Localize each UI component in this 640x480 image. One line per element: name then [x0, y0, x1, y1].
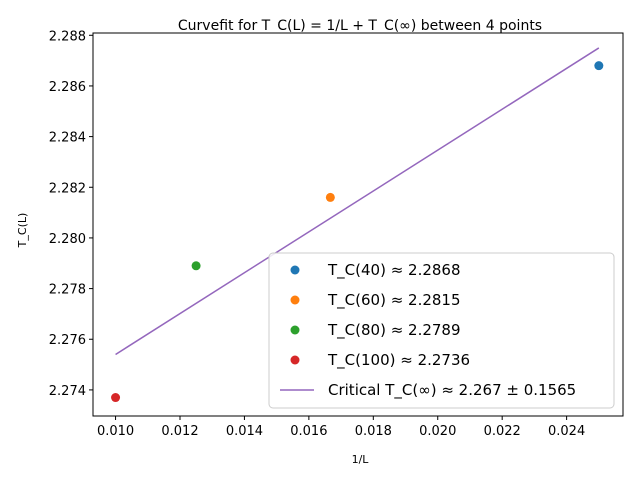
data-point: [191, 261, 201, 271]
legend-box: [268, 252, 615, 409]
x-tick-label: 0.010: [97, 424, 134, 439]
legend: T_C(40) ≈ 2.2868 T_C(60) ≈ 2.2815 T_C(80) …: [268, 252, 615, 409]
legend-point-marker: [290, 325, 300, 335]
x-tick-label: 0.016: [290, 424, 327, 439]
y-tick-label: 2.276: [49, 333, 86, 348]
y-tick-label: 2.278: [49, 283, 86, 298]
legend-entry-label: T_C(100) ≈ 2.2736: [327, 351, 470, 370]
data-point: [325, 192, 335, 202]
x-tick-label: 0.014: [226, 424, 263, 439]
chart-marks: [111, 47, 604, 403]
data-point: [594, 61, 604, 71]
y-axis-label: T_C(L): [16, 213, 29, 249]
fit-line: [115, 47, 600, 356]
plot-area: [92, 32, 624, 417]
y-tick-label: 2.274: [49, 384, 86, 399]
y-tick-label: 2.280: [49, 232, 86, 247]
legend-entry-label: T_C(60) ≈ 2.2815: [327, 291, 461, 310]
chart-title: Curvefit for T_C(L) = 1/L + T_C(∞) betwe…: [178, 18, 542, 34]
plot-frame: [92, 32, 624, 417]
x-tick-label: 0.012: [161, 424, 198, 439]
x-tick-label: 0.024: [548, 424, 585, 439]
y-tick-label: 2.284: [49, 131, 86, 146]
legend-point-marker: [290, 295, 300, 305]
x-axis-label: 1/L: [352, 453, 370, 466]
legend-entry-label: T_C(80) ≈ 2.2789: [327, 321, 461, 340]
y-tick-label: 2.288: [49, 29, 86, 44]
x-axis: 0.010 0.012 0.014 0.016 0.018 0.020 0.022 0.024: [97, 416, 585, 439]
legend-point-marker: [290, 355, 300, 365]
y-tick-label: 2.282: [49, 181, 86, 196]
x-tick-label: 0.018: [355, 424, 392, 439]
y-axis: 2.274 2.276 2.278 2.280 2.282 2.284 2.286 2.288: [49, 29, 93, 399]
y-tick-label: 2.286: [49, 80, 86, 95]
legend-entry-label: Critical T_C(∞) ≈ 2.267 ± 0.1565: [328, 381, 576, 400]
x-tick-label: 0.022: [484, 424, 521, 439]
legend-point-marker: [290, 265, 300, 275]
data-point: [111, 393, 121, 403]
legend-entry-label: T_C(40) ≈ 2.2868: [327, 261, 461, 280]
x-tick-label: 0.020: [419, 424, 456, 439]
